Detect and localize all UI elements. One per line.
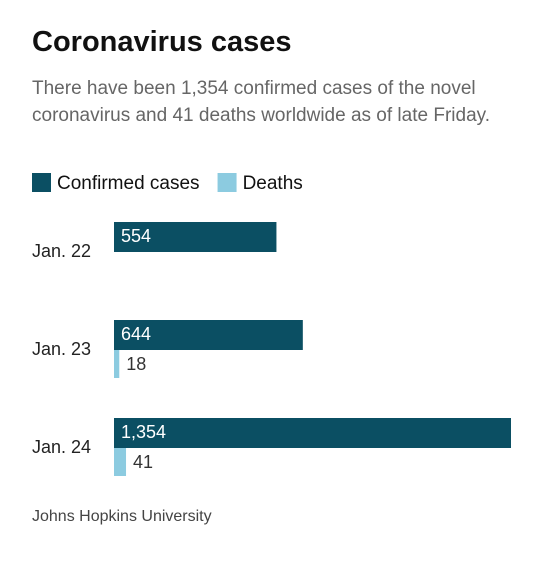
bar	[114, 418, 511, 448]
bar	[114, 222, 277, 252]
chart-subtitle: There have been 1,354 confirmed cases of…	[32, 78, 491, 126]
category-label: Jan. 22	[32, 241, 91, 261]
chart-title: Coronavirus cases	[32, 26, 292, 58]
legend-label: Deaths	[243, 173, 303, 194]
source-note: Johns Hopkins University	[32, 508, 212, 525]
value-label: 41	[133, 452, 153, 472]
value-label: 18	[126, 354, 146, 374]
value-label: 1,354	[121, 422, 166, 442]
value-label: 554	[121, 226, 151, 246]
legend-label: Confirmed cases	[57, 173, 200, 194]
bar	[114, 448, 127, 476]
legend-swatch	[32, 173, 51, 192]
bar	[114, 350, 120, 378]
category-label: Jan. 23	[32, 339, 91, 359]
category-label: Jan. 24	[32, 437, 91, 457]
legend-swatch	[217, 173, 237, 192]
value-label: 644	[121, 324, 151, 344]
bar	[114, 320, 303, 350]
chart: Confirmed cases Deaths Jan. 22 554 Jan. 23 64…	[32, 173, 511, 476]
